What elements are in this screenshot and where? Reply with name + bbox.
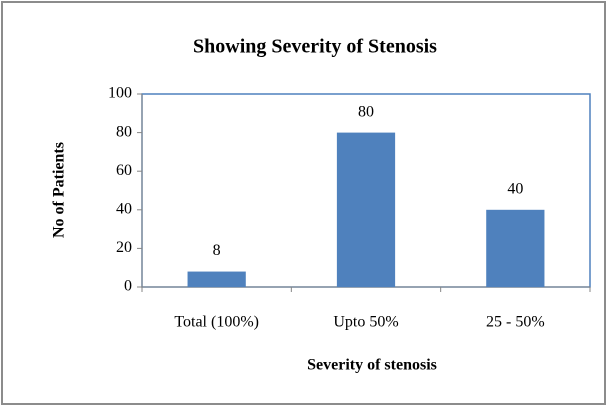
x-tick-label: 25 - 50%: [486, 314, 545, 331]
data-label: 40: [507, 180, 523, 197]
y-tick-label: 100: [108, 85, 132, 102]
y-tick-label: 80: [116, 123, 132, 140]
y-tick-label: 60: [116, 162, 132, 179]
bar: [336, 132, 396, 287]
y-tick-label: 0: [124, 278, 132, 295]
x-axis-title: Severity of stenosis: [307, 357, 437, 374]
y-tick-label: 20: [116, 239, 132, 256]
y-axis-title: No of Patients: [51, 142, 68, 238]
y-tick-label: 40: [116, 200, 132, 217]
data-label: 8: [213, 242, 221, 259]
bar: [486, 209, 545, 287]
x-tick-label: Total (100%): [174, 314, 259, 331]
data-label: 80: [358, 103, 374, 120]
x-tick-label: Upto 50%: [333, 314, 398, 331]
bar: [187, 271, 246, 287]
chart-title: Showing Severity of Stenosis: [193, 36, 437, 58]
